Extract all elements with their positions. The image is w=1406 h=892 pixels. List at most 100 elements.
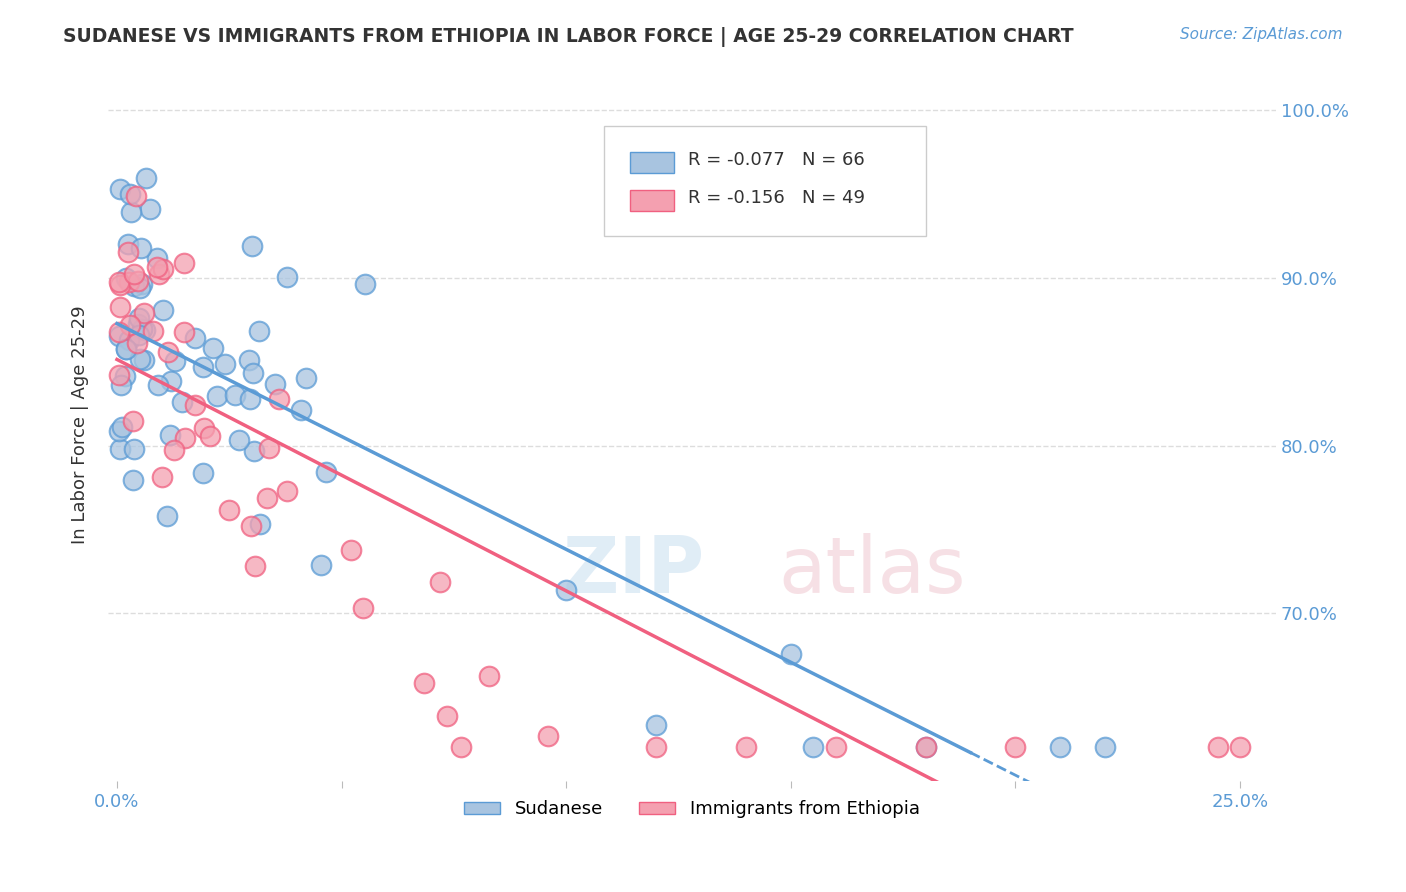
Point	[193, 466, 215, 480]
Point	[353, 277, 375, 291]
Point	[249, 516, 271, 531]
Point	[824, 740, 846, 755]
Point	[264, 377, 287, 392]
Point	[111, 420, 134, 434]
Point	[148, 267, 170, 281]
Text: SUDANESE VS IMMIGRANTS FROM ETHIOPIA IN LABOR FORCE | AGE 25-29 CORRELATION CHAR: SUDANESE VS IMMIGRANTS FROM ETHIOPIA IN …	[63, 27, 1074, 46]
Point	[142, 324, 165, 338]
Point	[120, 205, 142, 219]
Point	[184, 398, 207, 412]
Point	[129, 280, 152, 294]
Point	[202, 341, 225, 355]
Bar	[630, 190, 675, 211]
Point	[128, 328, 150, 343]
Text: ZIP: ZIP	[562, 533, 704, 609]
Point	[132, 305, 155, 319]
Point	[276, 269, 298, 284]
Point	[309, 558, 332, 573]
Text: R = -0.077   N = 66: R = -0.077 N = 66	[689, 152, 865, 169]
Bar	[630, 152, 675, 173]
Point	[157, 345, 180, 359]
Point	[152, 303, 174, 318]
Point	[801, 740, 824, 755]
Point	[125, 335, 148, 350]
Point	[256, 491, 278, 506]
Point	[122, 473, 145, 487]
Point	[413, 675, 436, 690]
Point	[127, 317, 149, 331]
Point	[207, 389, 229, 403]
Point	[1049, 740, 1071, 755]
Point	[146, 378, 169, 392]
Point	[352, 600, 374, 615]
Point	[276, 483, 298, 498]
Point	[114, 368, 136, 383]
Point	[914, 740, 936, 755]
Point	[267, 392, 290, 406]
Point	[173, 256, 195, 270]
Point	[315, 465, 337, 479]
Point	[131, 277, 153, 291]
Point	[1229, 740, 1251, 755]
Point	[295, 371, 318, 385]
Point	[537, 729, 560, 743]
Point	[239, 392, 262, 407]
Point	[152, 262, 174, 277]
Point	[114, 271, 136, 285]
Point	[1206, 740, 1229, 755]
Point	[214, 357, 236, 371]
Point	[122, 267, 145, 281]
Point	[117, 237, 139, 252]
Point	[198, 429, 221, 443]
Point	[108, 368, 131, 383]
Point	[128, 310, 150, 325]
Point	[108, 329, 131, 343]
Point	[108, 278, 131, 293]
Point	[120, 187, 142, 202]
Point	[242, 366, 264, 380]
Point	[173, 431, 195, 445]
Point	[163, 443, 186, 458]
Y-axis label: In Labor Force | Age 25-29: In Labor Force | Age 25-29	[72, 305, 89, 544]
Point	[290, 403, 312, 417]
Point	[145, 260, 167, 275]
Point	[645, 740, 668, 755]
Point	[238, 353, 260, 368]
Point	[145, 251, 167, 265]
Point	[110, 377, 132, 392]
Point	[108, 275, 131, 289]
Point	[122, 279, 145, 293]
Point	[108, 300, 131, 314]
Point	[160, 374, 183, 388]
Point	[239, 518, 262, 533]
Legend: Sudanese, Immigrants from Ethiopia: Sudanese, Immigrants from Ethiopia	[457, 793, 927, 825]
Point	[340, 543, 363, 558]
Point	[218, 503, 240, 517]
Point	[429, 574, 451, 589]
Point	[1004, 740, 1026, 755]
Point	[191, 359, 214, 374]
Point	[243, 444, 266, 458]
Point	[156, 508, 179, 523]
Point	[228, 434, 250, 448]
Point	[128, 352, 150, 367]
Point	[122, 414, 145, 428]
Point	[240, 239, 263, 253]
Text: Source: ZipAtlas.com: Source: ZipAtlas.com	[1180, 27, 1343, 42]
Point	[135, 170, 157, 185]
Point	[173, 326, 195, 340]
Point	[193, 420, 215, 434]
Point	[132, 353, 155, 368]
Point	[118, 333, 141, 347]
Point	[247, 324, 270, 338]
Point	[436, 709, 458, 723]
Point	[243, 558, 266, 573]
FancyBboxPatch shape	[605, 126, 925, 236]
Point	[150, 469, 173, 483]
Point	[122, 442, 145, 456]
Text: atlas: atlas	[778, 533, 966, 609]
Point	[779, 648, 801, 662]
Point	[108, 182, 131, 196]
Text: R = -0.156   N = 49: R = -0.156 N = 49	[689, 189, 866, 207]
Point	[555, 582, 578, 597]
